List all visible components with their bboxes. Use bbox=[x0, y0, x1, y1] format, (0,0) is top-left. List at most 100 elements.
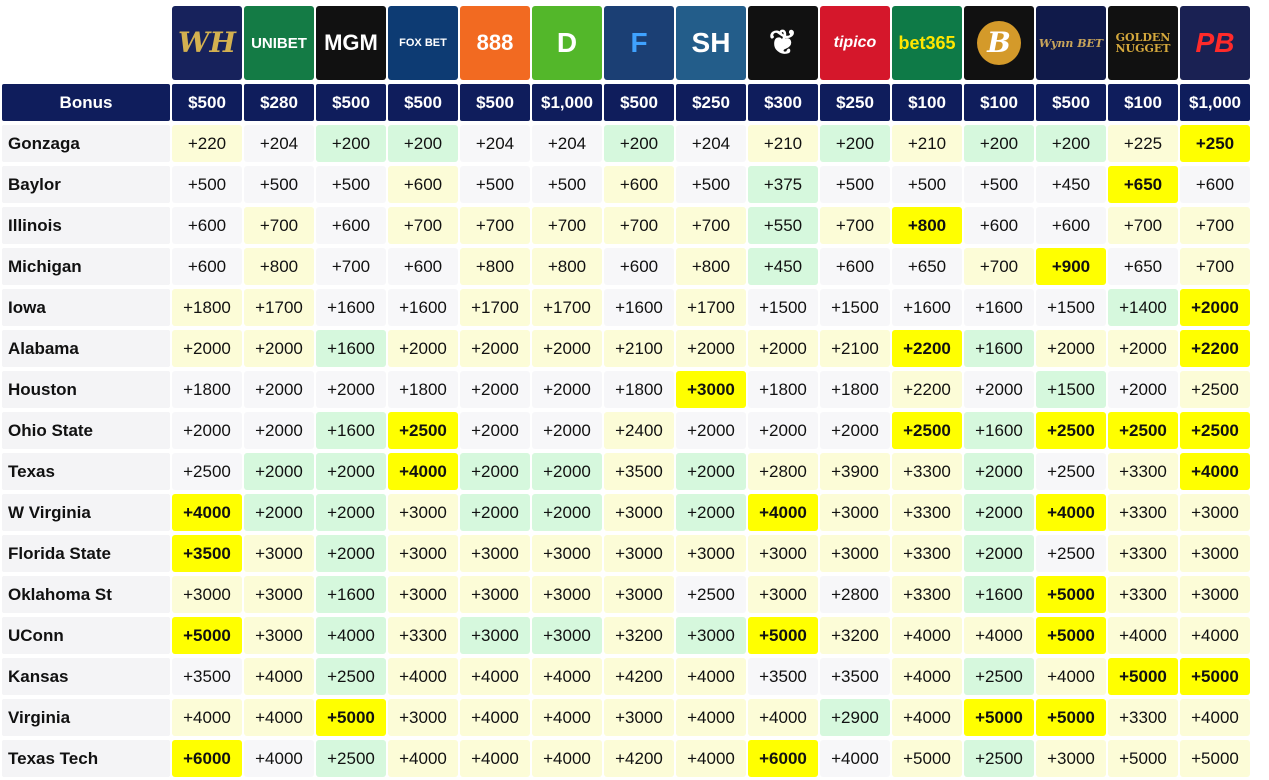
odds-cell[interactable]: +800 bbox=[460, 248, 530, 285]
bonus-cell[interactable]: $250 bbox=[820, 84, 890, 121]
odds-cell[interactable]: +4000 bbox=[532, 658, 602, 695]
odds-cell[interactable]: +2000 bbox=[532, 494, 602, 531]
odds-cell[interactable]: +3000 bbox=[820, 494, 890, 531]
wynnbet-logo[interactable]: Wynn BET bbox=[1036, 6, 1106, 80]
odds-cell[interactable]: +2000 bbox=[676, 453, 746, 490]
bonus-cell[interactable]: $100 bbox=[1108, 84, 1178, 121]
odds-cell[interactable]: +2000 bbox=[316, 371, 386, 408]
odds-cell[interactable]: +2500 bbox=[316, 740, 386, 777]
odds-cell[interactable]: +3000 bbox=[532, 576, 602, 613]
odds-cell[interactable]: +3000 bbox=[1180, 576, 1250, 613]
odds-cell[interactable]: +4000 bbox=[532, 740, 602, 777]
odds-cell[interactable]: +6000 bbox=[748, 740, 818, 777]
odds-cell[interactable]: +2000 bbox=[244, 330, 314, 367]
odds-cell[interactable]: +2000 bbox=[460, 371, 530, 408]
odds-cell[interactable]: +1600 bbox=[964, 289, 1034, 326]
odds-cell[interactable]: +1600 bbox=[316, 576, 386, 613]
odds-cell[interactable]: +3000 bbox=[172, 576, 242, 613]
odds-cell[interactable]: +3000 bbox=[388, 576, 458, 613]
odds-cell[interactable]: +5000 bbox=[1036, 576, 1106, 613]
odds-cell[interactable]: +1700 bbox=[460, 289, 530, 326]
odds-cell[interactable]: +500 bbox=[532, 166, 602, 203]
odds-cell[interactable]: +5000 bbox=[1108, 740, 1178, 777]
tipico-logo[interactable]: tipico bbox=[820, 6, 890, 80]
odds-cell[interactable]: +4000 bbox=[892, 617, 962, 654]
odds-cell[interactable]: +700 bbox=[460, 207, 530, 244]
odds-cell[interactable]: +3300 bbox=[1108, 494, 1178, 531]
odds-cell[interactable]: +200 bbox=[1036, 125, 1106, 162]
odds-cell[interactable]: +2000 bbox=[964, 535, 1034, 572]
odds-cell[interactable]: +2000 bbox=[676, 412, 746, 449]
odds-cell[interactable]: +2000 bbox=[532, 371, 602, 408]
odds-cell[interactable]: +2000 bbox=[244, 412, 314, 449]
odds-cell[interactable]: +204 bbox=[244, 125, 314, 162]
odds-cell[interactable]: +2000 bbox=[820, 412, 890, 449]
odds-cell[interactable]: +2500 bbox=[1036, 453, 1106, 490]
odds-cell[interactable]: +3000 bbox=[532, 617, 602, 654]
odds-cell[interactable]: +500 bbox=[172, 166, 242, 203]
odds-cell[interactable]: +4000 bbox=[676, 740, 746, 777]
odds-cell[interactable]: +1600 bbox=[316, 412, 386, 449]
odds-cell[interactable]: +3000 bbox=[388, 494, 458, 531]
odds-cell[interactable]: +1800 bbox=[388, 371, 458, 408]
odds-cell[interactable]: +3000 bbox=[460, 576, 530, 613]
bonus-cell[interactable]: $500 bbox=[460, 84, 530, 121]
odds-cell[interactable]: +2500 bbox=[1036, 412, 1106, 449]
odds-cell[interactable]: +1600 bbox=[388, 289, 458, 326]
bonus-cell[interactable]: $1,000 bbox=[1180, 84, 1250, 121]
odds-cell[interactable]: +3900 bbox=[820, 453, 890, 490]
odds-cell[interactable]: +500 bbox=[460, 166, 530, 203]
odds-cell[interactable]: +210 bbox=[892, 125, 962, 162]
odds-cell[interactable]: +2500 bbox=[316, 658, 386, 695]
odds-cell[interactable]: +4000 bbox=[964, 617, 1034, 654]
odds-cell[interactable]: +700 bbox=[604, 207, 674, 244]
draftkings-logo[interactable]: D bbox=[532, 6, 602, 80]
odds-cell[interactable]: +2000 bbox=[1108, 330, 1178, 367]
golden-nugget-logo[interactable]: GOLDEN NUGGET bbox=[1108, 6, 1178, 80]
odds-cell[interactable]: +4000 bbox=[1108, 617, 1178, 654]
odds-cell[interactable]: +2500 bbox=[964, 740, 1034, 777]
wh-logo[interactable]: WH bbox=[172, 6, 242, 80]
odds-cell[interactable]: +1600 bbox=[964, 576, 1034, 613]
odds-cell[interactable]: +2000 bbox=[1108, 371, 1178, 408]
odds-cell[interactable]: +4000 bbox=[172, 699, 242, 736]
odds-cell[interactable]: +2000 bbox=[316, 535, 386, 572]
odds-cell[interactable]: +204 bbox=[676, 125, 746, 162]
odds-cell[interactable]: +2000 bbox=[460, 412, 530, 449]
odds-cell[interactable]: +3500 bbox=[820, 658, 890, 695]
odds-cell[interactable]: +2500 bbox=[1108, 412, 1178, 449]
odds-cell[interactable]: +700 bbox=[676, 207, 746, 244]
laurel-wreath-logo[interactable]: ❦ bbox=[748, 6, 818, 80]
odds-cell[interactable]: +3000 bbox=[604, 576, 674, 613]
odds-cell[interactable]: +3200 bbox=[820, 617, 890, 654]
odds-cell[interactable]: +4000 bbox=[820, 740, 890, 777]
odds-cell[interactable]: +2000 bbox=[748, 412, 818, 449]
odds-cell[interactable]: +3500 bbox=[604, 453, 674, 490]
odds-cell[interactable]: +210 bbox=[748, 125, 818, 162]
odds-cell[interactable]: +650 bbox=[1108, 248, 1178, 285]
odds-cell[interactable]: +2100 bbox=[604, 330, 674, 367]
odds-cell[interactable]: +3000 bbox=[244, 617, 314, 654]
odds-cell[interactable]: +3200 bbox=[604, 617, 674, 654]
odds-cell[interactable]: +3300 bbox=[1108, 699, 1178, 736]
odds-cell[interactable]: +2500 bbox=[892, 412, 962, 449]
odds-cell[interactable]: +500 bbox=[244, 166, 314, 203]
odds-cell[interactable]: +200 bbox=[964, 125, 1034, 162]
odds-cell[interactable]: +200 bbox=[316, 125, 386, 162]
odds-cell[interactable]: +2000 bbox=[532, 453, 602, 490]
odds-cell[interactable]: +1500 bbox=[1036, 289, 1106, 326]
odds-cell[interactable]: +650 bbox=[892, 248, 962, 285]
bonus-cell[interactable]: $100 bbox=[892, 84, 962, 121]
bonus-cell[interactable]: $1,000 bbox=[532, 84, 602, 121]
odds-cell[interactable]: +3300 bbox=[1108, 535, 1178, 572]
odds-cell[interactable]: +1700 bbox=[244, 289, 314, 326]
odds-cell[interactable]: +650 bbox=[1108, 166, 1178, 203]
bonus-cell[interactable]: $500 bbox=[172, 84, 242, 121]
odds-cell[interactable]: +3300 bbox=[1108, 453, 1178, 490]
bonus-cell[interactable]: $280 bbox=[244, 84, 314, 121]
bonus-cell[interactable]: $500 bbox=[604, 84, 674, 121]
odds-cell[interactable]: +4000 bbox=[244, 740, 314, 777]
odds-cell[interactable]: +700 bbox=[532, 207, 602, 244]
odds-cell[interactable]: +2000 bbox=[172, 330, 242, 367]
odds-cell[interactable]: +2000 bbox=[388, 330, 458, 367]
